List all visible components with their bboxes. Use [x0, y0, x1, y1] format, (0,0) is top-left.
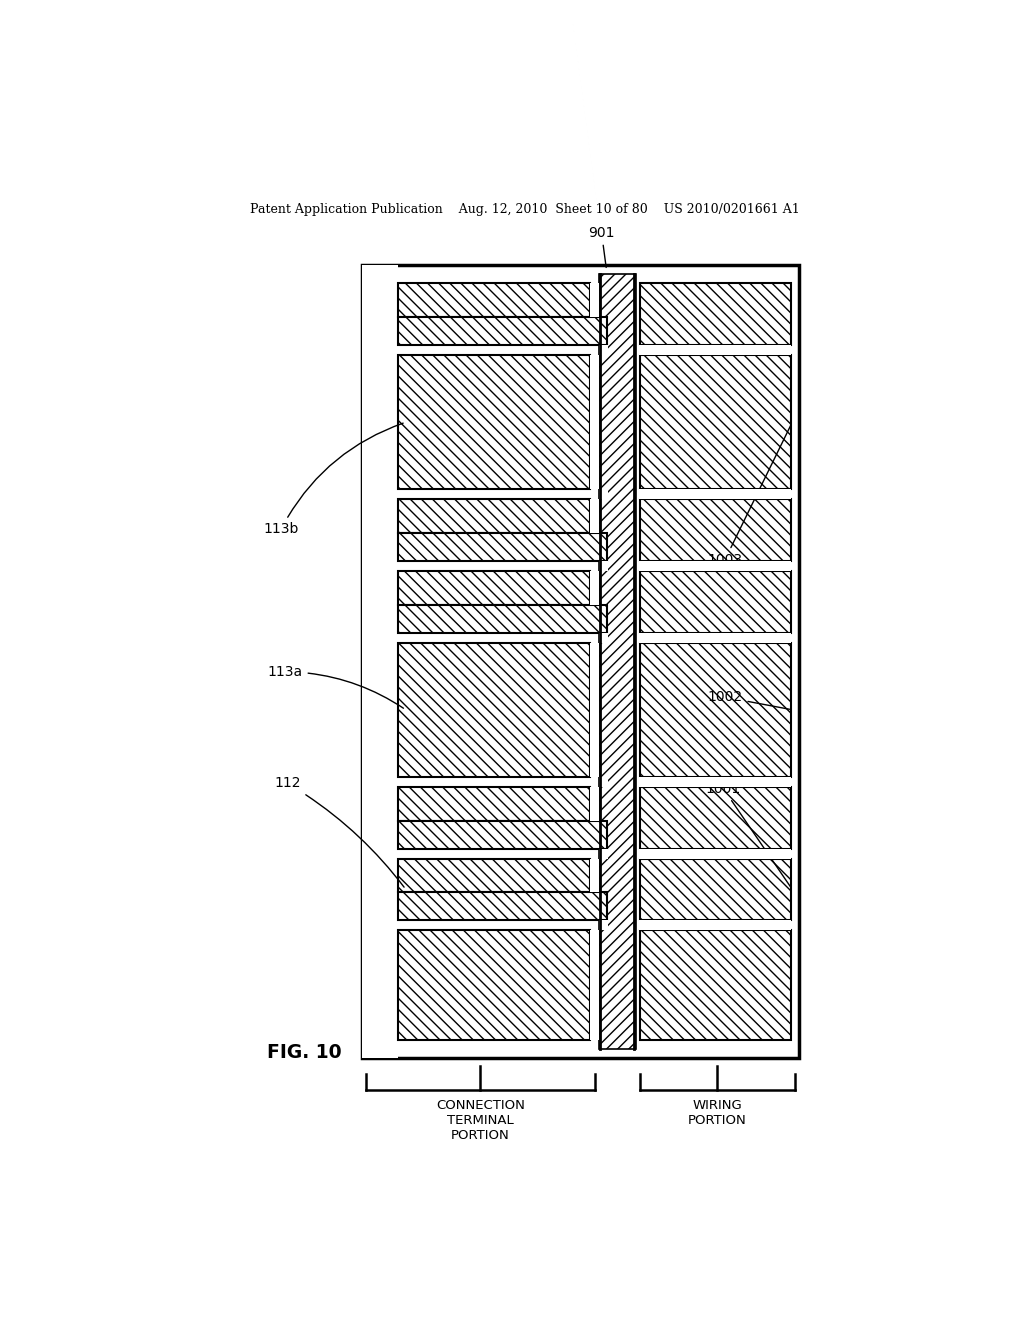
Bar	[397, 643, 590, 777]
Bar	[397, 787, 590, 821]
Bar	[640, 931, 791, 1040]
Bar	[397, 355, 590, 490]
Bar	[362, 265, 397, 1057]
Text: WIRING
PORTION: WIRING PORTION	[688, 1098, 746, 1126]
Bar	[590, 931, 599, 1040]
Bar	[640, 643, 791, 777]
Text: 113b: 113b	[263, 424, 403, 536]
Bar	[362, 265, 799, 1057]
Bar	[640, 355, 791, 490]
Bar	[640, 499, 791, 561]
Bar	[590, 643, 599, 777]
Bar	[397, 284, 590, 317]
Bar	[397, 892, 607, 920]
Bar	[599, 920, 608, 931]
Bar	[640, 787, 791, 849]
Text: 901: 901	[588, 226, 614, 268]
Bar	[639, 849, 792, 858]
Bar	[397, 317, 607, 345]
Bar	[639, 777, 792, 787]
Bar	[639, 920, 792, 931]
Bar	[590, 499, 599, 533]
Bar	[599, 490, 608, 499]
Bar	[590, 787, 599, 821]
Bar	[640, 858, 791, 920]
Text: Patent Application Publication    Aug. 12, 2010  Sheet 10 of 80    US 2010/02016: Patent Application Publication Aug. 12, …	[250, 203, 800, 215]
Text: 1003: 1003	[708, 425, 791, 566]
Bar	[599, 275, 636, 1049]
Bar	[599, 345, 608, 355]
Bar	[397, 821, 607, 849]
Bar	[639, 632, 792, 643]
Bar	[397, 572, 590, 605]
Bar	[590, 355, 599, 490]
Bar	[590, 858, 599, 892]
Bar	[640, 572, 791, 632]
Text: 112: 112	[274, 776, 404, 887]
Text: 1002: 1002	[708, 690, 790, 709]
Bar	[599, 632, 608, 643]
Bar	[599, 561, 608, 572]
Bar	[640, 284, 791, 345]
Bar	[590, 572, 599, 605]
Bar	[397, 931, 590, 1040]
Bar	[397, 499, 590, 533]
Bar	[599, 849, 608, 858]
Text: CONNECTION
TERMINAL
PORTION: CONNECTION TERMINAL PORTION	[436, 1098, 524, 1142]
Text: FIG. 10: FIG. 10	[267, 1043, 342, 1061]
Bar	[590, 284, 599, 317]
Bar	[599, 777, 608, 787]
Text: 113a: 113a	[267, 665, 403, 709]
Bar	[639, 561, 792, 572]
Bar	[397, 605, 607, 632]
Bar	[639, 490, 792, 499]
Bar	[639, 345, 792, 355]
Bar	[397, 533, 607, 561]
Text: 1001: 1001	[706, 781, 791, 887]
Bar	[397, 858, 590, 892]
